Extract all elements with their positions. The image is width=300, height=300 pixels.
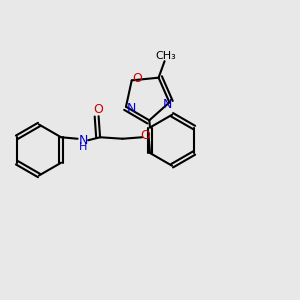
Text: H: H	[79, 142, 87, 152]
Text: CH₃: CH₃	[156, 51, 176, 61]
Text: N: N	[163, 98, 172, 111]
Text: N: N	[78, 134, 88, 147]
Text: O: O	[94, 103, 103, 116]
Text: O: O	[141, 129, 151, 142]
Text: N: N	[127, 102, 136, 115]
Text: O: O	[132, 72, 142, 86]
